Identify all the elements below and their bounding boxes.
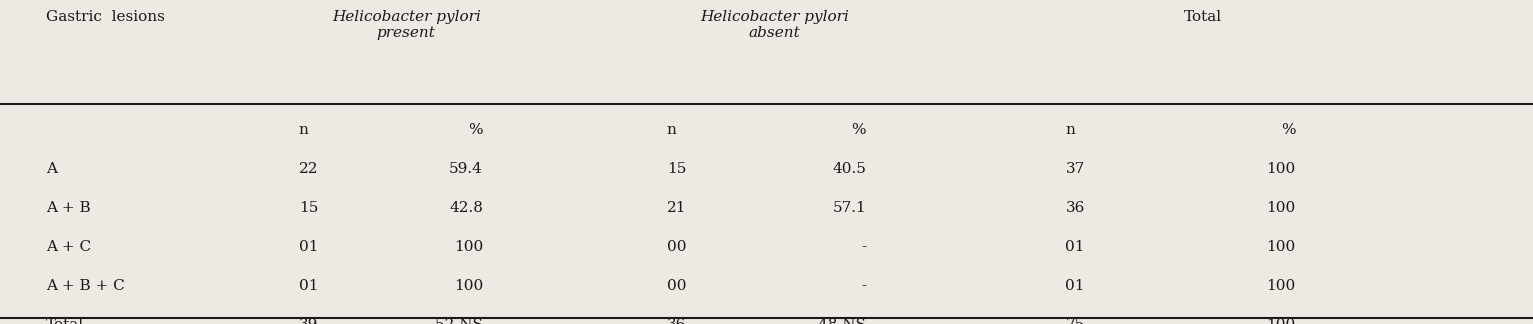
Text: 42.8: 42.8 xyxy=(449,201,483,215)
Text: 100: 100 xyxy=(454,240,483,254)
Text: 100: 100 xyxy=(1266,279,1295,293)
Text: 00: 00 xyxy=(667,279,687,293)
Text: 01: 01 xyxy=(1065,240,1085,254)
Text: 59.4: 59.4 xyxy=(449,162,483,176)
Text: Helicobacter pylori
absent: Helicobacter pylori absent xyxy=(699,10,849,40)
Text: 01: 01 xyxy=(1065,279,1085,293)
Text: A + B + C: A + B + C xyxy=(46,279,124,293)
Text: 36: 36 xyxy=(1065,201,1085,215)
Text: n: n xyxy=(299,123,308,137)
Text: A + C: A + C xyxy=(46,240,90,254)
Text: 52 NS: 52 NS xyxy=(435,318,483,324)
Text: 01: 01 xyxy=(299,240,319,254)
Text: Gastric  lesions: Gastric lesions xyxy=(46,10,166,24)
Text: %: % xyxy=(1280,123,1295,137)
Text: Total: Total xyxy=(1185,10,1222,24)
Text: 15: 15 xyxy=(299,201,319,215)
Text: 21: 21 xyxy=(667,201,687,215)
Text: 100: 100 xyxy=(1266,318,1295,324)
Text: 01: 01 xyxy=(299,279,319,293)
Text: Helicobacter pylori
present: Helicobacter pylori present xyxy=(331,10,481,40)
Text: 22: 22 xyxy=(299,162,319,176)
Text: 100: 100 xyxy=(1266,240,1295,254)
Text: 37: 37 xyxy=(1065,162,1085,176)
Text: 75: 75 xyxy=(1065,318,1085,324)
Text: 100: 100 xyxy=(1266,162,1295,176)
Text: 48 NS: 48 NS xyxy=(819,318,866,324)
Text: 57.1: 57.1 xyxy=(832,201,866,215)
Text: -: - xyxy=(862,240,866,254)
Text: 39: 39 xyxy=(299,318,319,324)
Text: 100: 100 xyxy=(1266,201,1295,215)
Text: -: - xyxy=(862,279,866,293)
Text: n: n xyxy=(667,123,676,137)
Text: 40.5: 40.5 xyxy=(832,162,866,176)
Text: 15: 15 xyxy=(667,162,687,176)
Text: 00: 00 xyxy=(667,240,687,254)
Text: 36: 36 xyxy=(667,318,687,324)
Text: n: n xyxy=(1065,123,1075,137)
Text: Total: Total xyxy=(46,318,84,324)
Text: A + B: A + B xyxy=(46,201,90,215)
Text: 100: 100 xyxy=(454,279,483,293)
Text: A: A xyxy=(46,162,57,176)
Text: %: % xyxy=(851,123,866,137)
Text: %: % xyxy=(468,123,483,137)
